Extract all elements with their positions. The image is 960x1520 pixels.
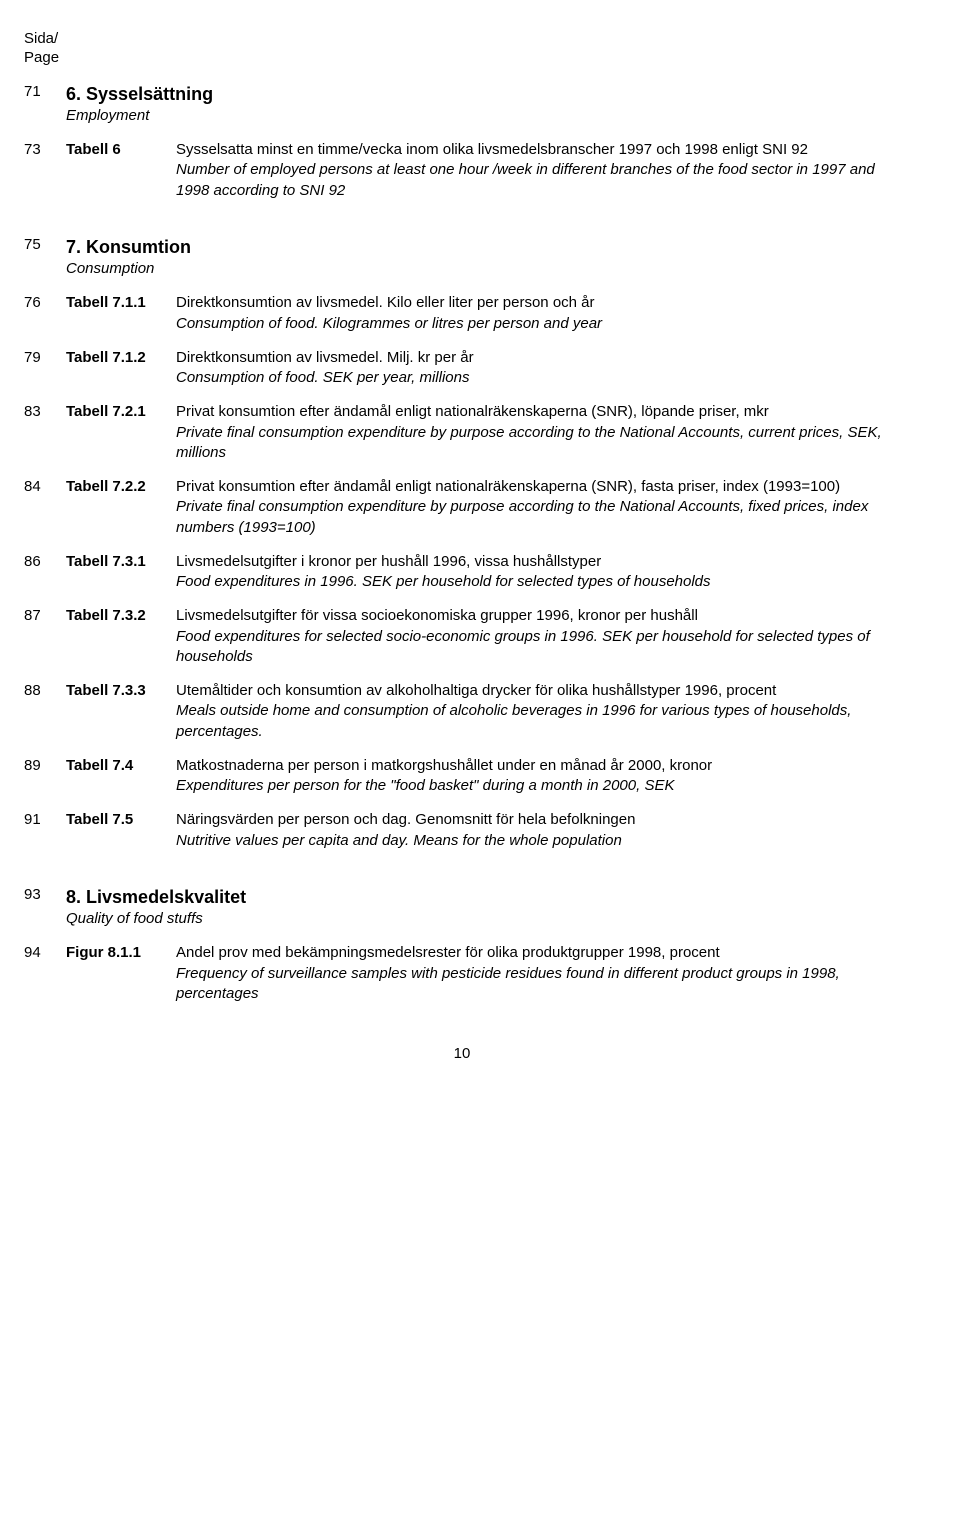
toc-entry-tabell-7-3-3: 88 Tabell 7.3.3 Utemåltider och konsumti… <box>24 681 900 742</box>
entry-title-sv: Matkostnaderna per person i matkorgshush… <box>176 756 900 776</box>
entry-title-en: Expenditures per person for the "food ba… <box>176 776 900 796</box>
page-number: 93 <box>24 885 66 905</box>
section-subtitle: Consumption <box>66 259 900 279</box>
section-8-heading: 93 8. Livsmedelskvalitet Quality of food… <box>24 885 900 930</box>
page-number: 89 <box>24 756 66 776</box>
page-number: 86 <box>24 552 66 572</box>
toc-entry-tabell-7-1-2: 79 Tabell 7.1.2 Direktkonsumtion av livs… <box>24 348 900 389</box>
page-number: 88 <box>24 681 66 701</box>
entry-title-sv: Livsmedelsutgifter i kronor per hushåll … <box>176 552 900 572</box>
entry-ref: Tabell 7.5 <box>66 810 176 830</box>
toc-entry-tabell-7-2-2: 84 Tabell 7.2.2 Privat konsumtion efter … <box>24 477 900 538</box>
page-number: 75 <box>24 235 66 255</box>
page-number: 71 <box>24 82 66 102</box>
entry-title-en: Food expenditures in 1996. SEK per house… <box>176 572 900 592</box>
page-number: 87 <box>24 606 66 626</box>
page-number: 73 <box>24 140 66 160</box>
entry-ref: Tabell 7.3.3 <box>66 681 176 701</box>
toc-entry-tabell-7-4: 89 Tabell 7.4 Matkostnaderna per person … <box>24 756 900 797</box>
entry-title-sv: Andel prov med bekämpningsmedelsrester f… <box>176 943 900 963</box>
section-number: 6. <box>66 84 81 104</box>
entry-ref: Tabell 7.2.1 <box>66 402 176 422</box>
section-6-heading: 71 6. Sysselsättning Employment <box>24 82 900 127</box>
entry-ref: Tabell 7.2.2 <box>66 477 176 497</box>
footer-page-number: 10 <box>24 1044 900 1064</box>
page-number: 84 <box>24 477 66 497</box>
section-title: Sysselsättning <box>86 84 213 104</box>
section-title: Livsmedelskvalitet <box>86 887 246 907</box>
entry-title-en: Number of employed persons at least one … <box>176 160 900 201</box>
entry-title-sv: Näringsvärden per person och dag. Genoms… <box>176 810 900 830</box>
entry-ref: Figur 8.1.1 <box>66 943 176 963</box>
entry-title-en: Private final consumption expenditure by… <box>176 497 900 538</box>
entry-ref: Tabell 7.3.2 <box>66 606 176 626</box>
toc-entry-tabell-7-5: 91 Tabell 7.5 Näringsvärden per person o… <box>24 810 900 851</box>
section-title: Konsumtion <box>86 237 191 257</box>
entry-title-en: Consumption of food. Kilogrammes or litr… <box>176 314 900 334</box>
section-number: 7. <box>66 237 81 257</box>
toc-entry-tabell-7-1-1: 76 Tabell 7.1.1 Direktkonsumtion av livs… <box>24 293 900 334</box>
toc-entry-figur-8-1-1: 94 Figur 8.1.1 Andel prov med bekämpning… <box>24 943 900 1004</box>
entry-ref: Tabell 7.3.1 <box>66 552 176 572</box>
entry-title-sv: Livsmedelsutgifter för vissa socioekonom… <box>176 606 900 626</box>
entry-title-en: Nutritive values per capita and day. Mea… <box>176 831 900 851</box>
entry-ref: Tabell 7.1.1 <box>66 293 176 313</box>
entry-title-sv: Privat konsumtion efter ändamål enligt n… <box>176 477 900 497</box>
page-number: 94 <box>24 943 66 963</box>
section-7-heading: 75 7. Konsumtion Consumption <box>24 235 900 280</box>
toc-entry-tabell-7-3-2: 87 Tabell 7.3.2 Livsmedelsutgifter för v… <box>24 606 900 667</box>
entry-ref: Tabell 6 <box>66 140 176 160</box>
entry-title-sv: Privat konsumtion efter ändamål enligt n… <box>176 402 900 422</box>
entry-ref: Tabell 7.4 <box>66 756 176 776</box>
entry-title-en: Consumption of food. SEK per year, milli… <box>176 368 900 388</box>
section-number: 8. <box>66 887 81 907</box>
page-number: 79 <box>24 348 66 368</box>
entry-ref: Tabell 7.1.2 <box>66 348 176 368</box>
page-number: 83 <box>24 402 66 422</box>
entry-title-sv: Sysselsatta minst en timme/vecka inom ol… <box>176 140 900 160</box>
toc-entry-tabell-7-2-1: 83 Tabell 7.2.1 Privat konsumtion efter … <box>24 402 900 463</box>
toc-entry-tabell-7-3-1: 86 Tabell 7.3.1 Livsmedelsutgifter i kro… <box>24 552 900 593</box>
header-line1: Sida/ <box>24 30 900 49</box>
entry-title-en: Frequency of surveillance samples with p… <box>176 964 900 1005</box>
header-line2: Page <box>24 49 900 68</box>
page-number: 91 <box>24 810 66 830</box>
entry-title-sv: Direktkonsumtion av livsmedel. Kilo elle… <box>176 293 900 313</box>
page-header: Sida/ Page <box>24 30 900 68</box>
toc-entry-tabell-6: 73 Tabell 6 Sysselsatta minst en timme/v… <box>24 140 900 201</box>
entry-title-en: Private final consumption expenditure by… <box>176 423 900 464</box>
entry-title-sv: Direktkonsumtion av livsmedel. Milj. kr … <box>176 348 900 368</box>
entry-title-en: Food expenditures for selected socio-eco… <box>176 627 900 668</box>
section-subtitle: Employment <box>66 106 900 126</box>
page-number: 76 <box>24 293 66 313</box>
entry-title-en: Meals outside home and consumption of al… <box>176 701 900 742</box>
section-subtitle: Quality of food stuffs <box>66 909 900 929</box>
entry-title-sv: Utemåltider och konsumtion av alkoholhal… <box>176 681 900 701</box>
